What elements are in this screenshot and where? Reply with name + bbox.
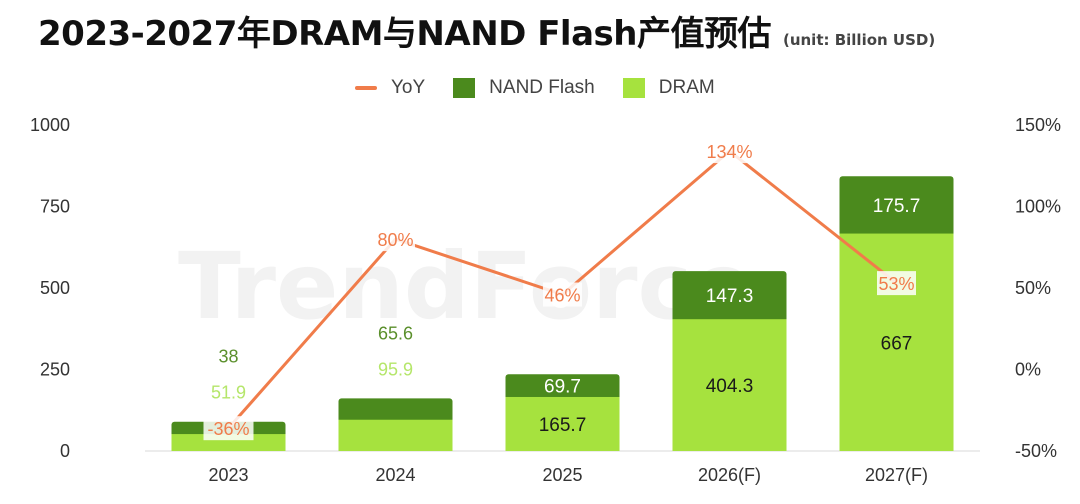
chart-title: 2023-2027年DRAM与NAND Flash产值预估 (38, 14, 771, 54)
data-label-nand: 38 (218, 347, 238, 367)
yoy-data-label: 80% (377, 230, 413, 250)
bars (171, 176, 954, 452)
bar-dram (839, 233, 954, 451)
data-label-dram: 165.7 (539, 415, 587, 436)
legend-item-nand: NAND Flash (453, 77, 595, 99)
y2-tick-label: 100% (1015, 197, 1061, 217)
bar-dram (505, 396, 620, 451)
yoy-label-bg (877, 271, 916, 296)
y-tick-label: 0 (60, 441, 70, 461)
legend-nand-swatch (453, 78, 476, 98)
yoy-label-bg (704, 139, 755, 164)
legend-item-dram: DRAM (622, 77, 715, 99)
legend-nand-label: NAND Flash (489, 77, 595, 98)
data-label-dram: 51.9 (211, 383, 246, 403)
legend: YoY NAND Flash DRAM (355, 77, 743, 99)
y2-tick-label: 0% (1015, 360, 1041, 380)
data-label-dram: 95.9 (378, 359, 413, 379)
y2-tick-label: 50% (1015, 278, 1051, 298)
yoy-line: -36% 80% 46% 134% 53% (203, 139, 916, 441)
yoy-data-label: 46% (544, 286, 580, 306)
x-tick-label: 2023 (208, 465, 248, 485)
data-label-nand: 175.7 (873, 196, 921, 217)
x-tick-label: 2027(F) (865, 465, 928, 485)
data-labels: 51.9 38 95.9 65.6 165.7 69.7 404.3 147.3 667 175.… (211, 196, 920, 436)
bar-dram (672, 319, 787, 451)
legend-item-yoy: YoY (355, 77, 425, 99)
data-label-dram: 404.3 (706, 376, 754, 397)
y-tick-label: 750 (40, 197, 70, 217)
data-label-dram: 667 (881, 333, 913, 354)
title-row: 2023-2027年DRAM与NAND Flash产值预估 (unit: Bil… (38, 6, 935, 62)
yoy-label-bg (543, 282, 582, 307)
yoy-label-bg (203, 416, 254, 441)
yoy-data-label: 53% (878, 274, 914, 294)
watermark: TrendForce (178, 233, 754, 340)
yoy-label-bg (376, 227, 415, 252)
data-label-nand: 147.3 (706, 286, 754, 307)
legend-dram-swatch (622, 78, 645, 98)
y-tick-label: 250 (40, 360, 70, 380)
bar-dram (171, 434, 286, 451)
y-tick-label: 500 (40, 278, 70, 298)
data-label-nand: 69.7 (544, 377, 581, 398)
yoy-data-label: 134% (706, 142, 752, 162)
y2-tick-label: 150% (1015, 115, 1061, 135)
legend-yoy-label: YoY (391, 77, 426, 98)
y-tick-label: 1000 (30, 115, 70, 135)
x-tick-label: 2025 (542, 465, 582, 485)
x-tick-label: 2026(F) (698, 465, 761, 485)
legend-yoy-swatch (355, 86, 377, 90)
data-label-nand: 65.6 (378, 323, 413, 343)
bar-dram (338, 419, 453, 451)
unit-label: (unit: Billion USD) (782, 31, 936, 49)
y2-tick-label: -50% (1015, 441, 1057, 461)
yoy-data-label: -36% (207, 419, 249, 439)
x-tick-label: 2024 (375, 465, 415, 485)
legend-dram-label: DRAM (658, 77, 715, 98)
